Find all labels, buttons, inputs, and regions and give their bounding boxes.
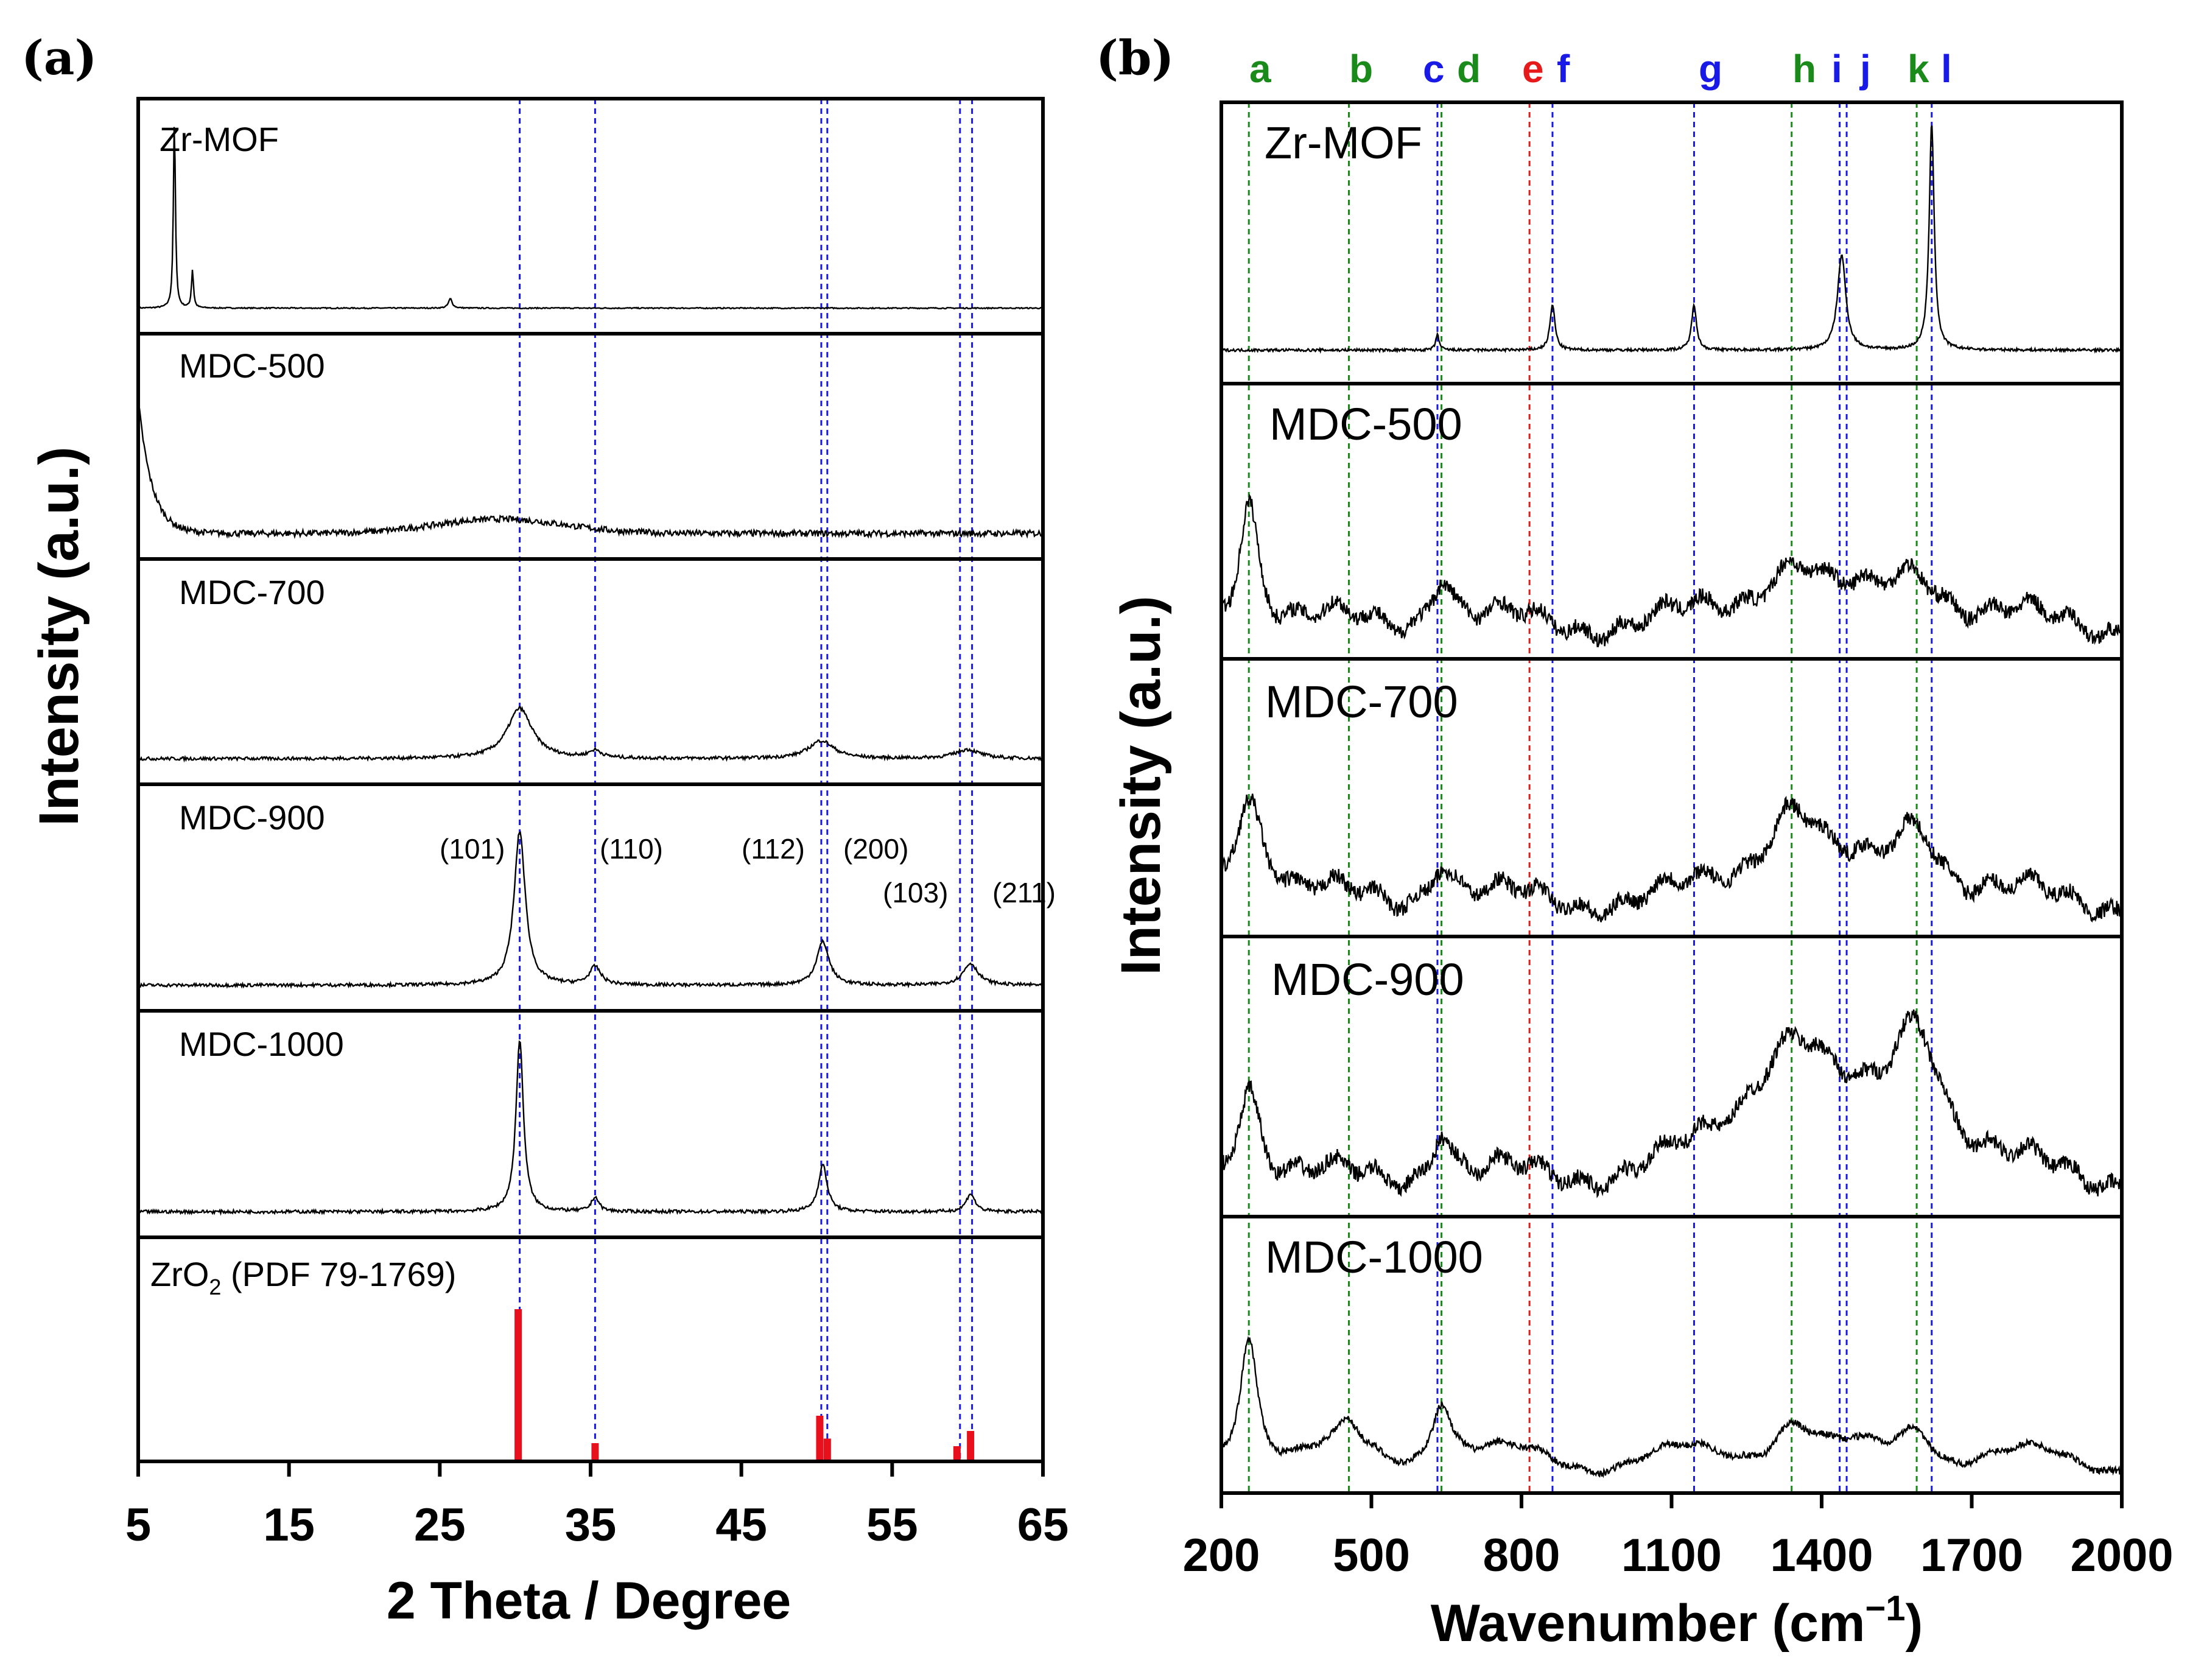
sample-label: MDC-500	[1269, 399, 1462, 449]
miller-index-label: (211)	[992, 877, 1056, 909]
b-panel-frames	[1220, 100, 2124, 1495]
band-letter: a	[1249, 47, 1271, 91]
a-panel-frames	[136, 97, 1045, 1463]
band-letter: f	[1557, 47, 1570, 91]
reference-bar	[591, 1443, 599, 1461]
miller-index-label: (103)	[883, 877, 948, 909]
band-letter: l	[1941, 47, 1952, 91]
reference-bar	[823, 1438, 831, 1461]
x-tick-label: 200	[1183, 1530, 1260, 1581]
band-letter: j	[1859, 47, 1871, 91]
x-tick-label: 55	[866, 1499, 918, 1551]
x-tick-label: 5	[125, 1499, 151, 1551]
raman-trace	[1221, 1335, 2121, 1478]
x-tick-label: 1400	[1770, 1530, 1873, 1581]
xrd-trace	[139, 831, 1043, 989]
band-letter: i	[1831, 47, 1842, 91]
reference-bar	[816, 1416, 824, 1461]
sample-label: MDC-500	[179, 346, 325, 385]
reference-bar	[953, 1446, 961, 1461]
xrd-trace	[139, 1040, 1043, 1216]
band-letter: g	[1699, 47, 1722, 91]
b-y-axis-title: Intensity (a.u.)	[1110, 596, 1172, 975]
miller-index-label: (200)	[843, 833, 908, 865]
reference-bar	[514, 1309, 522, 1461]
a-reference-label: ZrO2 (PDF 79-1769)	[150, 1255, 456, 1299]
x-tick-label: 35	[565, 1499, 617, 1551]
a-sample-labels: Zr-MOF MDC-500 MDC-700 MDC-900 MDC-1000	[160, 120, 344, 1063]
x-tick-label: 15	[263, 1499, 315, 1551]
sample-label: MDC-900	[179, 798, 325, 837]
a-x-axis-title: 2 Theta / Degree	[387, 1572, 791, 1630]
b-x-axis-title: Wavenumber (cm−1)	[1431, 1589, 1923, 1653]
band-letter: k	[1907, 47, 1929, 91]
raman-trace	[1221, 125, 2121, 354]
sample-label: MDC-700	[1265, 677, 1458, 727]
a-reference-lines	[519, 99, 974, 1461]
band-letter: c	[1423, 47, 1445, 91]
miller-index-label: (110)	[600, 833, 663, 865]
sample-label: MDC-1000	[179, 1025, 344, 1063]
raman-trace	[1221, 793, 2121, 923]
x-tick-label: 1100	[1621, 1530, 1722, 1581]
sample-label: MDC-1000	[1265, 1232, 1483, 1282]
x-tick-label: 1700	[1920, 1530, 2023, 1581]
x-tick-label: 45	[715, 1499, 767, 1551]
panel-a-label: (a)	[21, 30, 97, 86]
band-letter: h	[1792, 47, 1816, 91]
raman-trace	[1221, 493, 2121, 647]
band-letter: b	[1349, 47, 1373, 91]
a-miller-indices: (101) (110) (112) (200) (103) (211)	[440, 833, 1056, 909]
panel-b-label: (b)	[1096, 30, 1174, 86]
x-tick-label: 25	[414, 1499, 466, 1551]
b-band-lines	[1248, 102, 1933, 1493]
a-x-ticks: 5 15 25 35 45 55 65	[125, 1461, 1069, 1551]
x-tick-label: 500	[1333, 1530, 1410, 1581]
band-letter: e	[1522, 47, 1544, 91]
x-tick-label: 800	[1483, 1530, 1560, 1581]
x-tick-label: 65	[1017, 1499, 1069, 1551]
sample-label: MDC-700	[179, 573, 325, 611]
a-y-axis-title: Intensity (a.u.)	[28, 446, 90, 826]
panel-b-raman: (b) Zr-MOFMDC-500MDC-700MDC-900MDC-1000 …	[1096, 30, 2174, 1653]
band-letter: d	[1457, 47, 1481, 91]
xrd-trace	[139, 127, 1042, 310]
sample-label: MDC-900	[1271, 954, 1464, 1005]
panel-a-xrd: (a) Zr-MOFMDC-500MDC-700MDC-900MDC-1000 …	[21, 30, 1069, 1630]
miller-index-label: (112)	[742, 833, 805, 865]
miller-index-label: (101)	[440, 833, 505, 865]
sample-label: Zr-MOF	[1265, 118, 1422, 168]
a-traces	[138, 127, 1043, 1216]
xrd-trace	[139, 706, 1043, 763]
a-reference-bars	[514, 1309, 975, 1461]
raman-trace	[1221, 1009, 2121, 1198]
sample-label: Zr-MOF	[160, 120, 279, 158]
reference-bar	[967, 1431, 975, 1461]
b-x-ticks: 200 500 800 1100 1400 1700 2000	[1183, 1493, 2174, 1581]
b-sample-labels: Zr-MOF MDC-500 MDC-700 MDC-900 MDC-1000	[1265, 118, 1483, 1282]
xrd-trace	[138, 408, 1042, 539]
x-tick-label: 2000	[2070, 1530, 2173, 1581]
b-traces	[1221, 125, 2121, 1478]
